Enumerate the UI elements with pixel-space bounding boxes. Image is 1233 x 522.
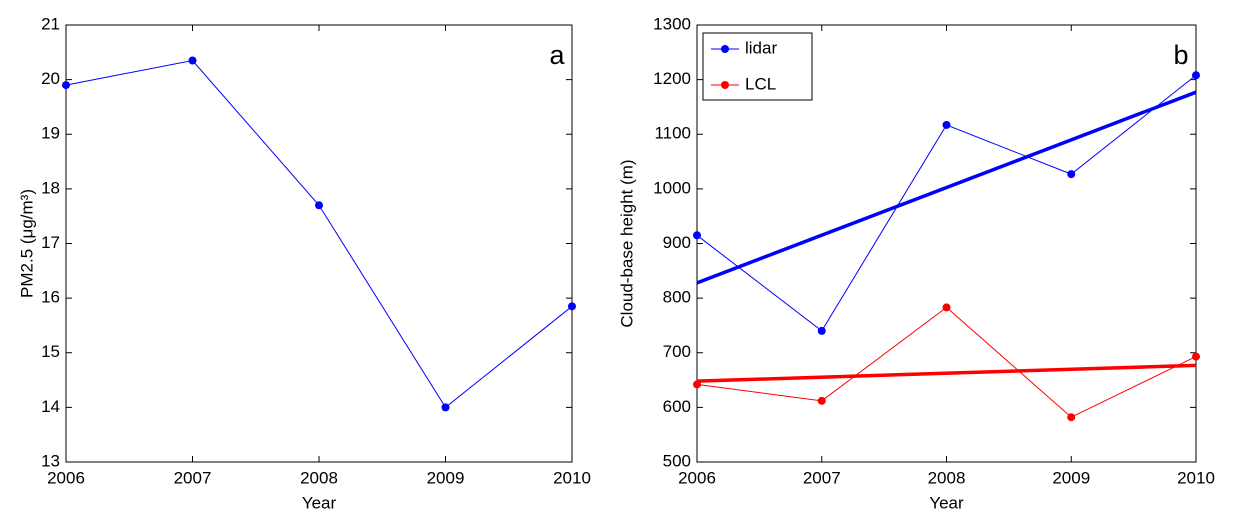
data-point [942, 303, 951, 312]
x-tick-label: 2008 [928, 468, 966, 487]
data-point [1067, 413, 1076, 422]
data-point [817, 326, 826, 335]
legend-marker [721, 81, 729, 89]
y-tick-label: 1300 [653, 14, 691, 33]
data-point [568, 302, 576, 311]
y-tick-label: 13 [41, 451, 60, 470]
data-point [62, 81, 70, 90]
y-tick-label: 20 [41, 69, 60, 88]
y-tick-label: 18 [41, 178, 60, 197]
y-tick-label: 16 [41, 288, 60, 307]
panel-label: a [549, 40, 565, 70]
y-axis-label: Cloud-base height (m) [617, 159, 636, 327]
y-tick-label: 500 [663, 451, 691, 470]
data-point [693, 380, 701, 389]
x-tick-label: 2009 [427, 468, 465, 487]
x-tick-label: 2010 [1177, 468, 1215, 487]
x-tick-label: 2006 [678, 468, 716, 487]
y-tick-label: 900 [663, 233, 691, 252]
y-tick-label: 600 [663, 397, 691, 416]
x-tick-label: 2008 [300, 468, 338, 487]
legend-marker [721, 45, 729, 53]
y-tick-label: 1100 [654, 124, 691, 143]
y-tick-label: 1000 [653, 178, 691, 197]
trend-line [696, 90, 1197, 285]
y-tick-label: 21 [41, 14, 60, 33]
y-tick-label: 19 [41, 124, 60, 143]
x-tick-label: 2006 [47, 468, 85, 487]
data-point [1192, 352, 1200, 361]
legend-label: LCL [745, 74, 776, 93]
y-tick-label: 800 [663, 288, 691, 307]
data-point [693, 231, 701, 240]
data-point [1067, 170, 1076, 179]
x-axis-label: Year [929, 493, 964, 512]
x-tick-label: 2007 [803, 468, 841, 487]
plot-area [65, 24, 573, 463]
legend-label: lidar [745, 38, 777, 57]
data-point [441, 403, 450, 412]
x-tick-label: 2009 [1052, 468, 1090, 487]
x-tick-label: 2007 [174, 468, 212, 487]
panel-label: b [1173, 40, 1188, 70]
data-point [188, 56, 197, 65]
y-tick-label: 14 [41, 397, 60, 416]
y-tick-label: 700 [663, 342, 691, 361]
x-axis-label: Year [302, 493, 337, 512]
x-tick-label: 2010 [553, 468, 591, 487]
y-tick-label: 1200 [653, 69, 691, 88]
data-point [817, 396, 826, 405]
y-tick-label: 17 [41, 233, 60, 252]
data-point [942, 120, 951, 129]
data-point [315, 201, 323, 210]
legend-box [702, 32, 813, 101]
y-axis-label: PM2.5 (μg/m³) [17, 189, 36, 298]
trend-line [696, 363, 1197, 383]
y-tick-label: 15 [41, 342, 60, 361]
data-point [1192, 71, 1200, 80]
